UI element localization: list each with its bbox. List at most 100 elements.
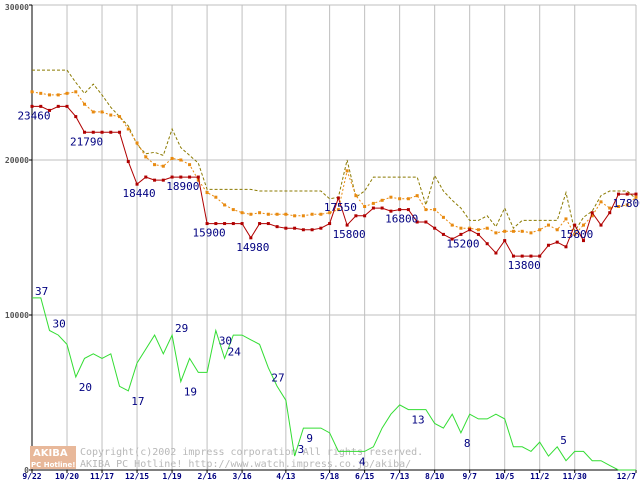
point-lowest — [371, 206, 375, 210]
data-label-shops: 30 — [53, 318, 66, 331]
point-lowest — [529, 254, 533, 258]
x-tick-label: 9/22 — [22, 472, 41, 480]
point-average — [599, 200, 603, 204]
point-average — [30, 90, 34, 94]
point-lowest — [56, 104, 60, 108]
point-average — [319, 212, 323, 216]
point-average — [634, 195, 638, 199]
point-lowest — [555, 240, 559, 244]
point-lowest — [118, 130, 122, 134]
point-average — [511, 229, 515, 233]
point-lowest — [363, 214, 367, 218]
series-line-lowest — [32, 105, 636, 257]
point-average — [231, 208, 235, 212]
data-label-shops: 24 — [228, 345, 242, 358]
x-tick-label: 11/30 — [563, 472, 587, 480]
point-lowest — [135, 182, 139, 186]
point-average — [284, 212, 288, 216]
data-label-price: 13800 — [508, 259, 541, 272]
point-lowest — [608, 211, 612, 215]
copyright-line-2: AKIBA PC Hotline! http://www.watch.impre… — [80, 459, 411, 470]
point-average — [345, 169, 349, 173]
point-lowest — [179, 175, 183, 179]
data-label-shops: 13 — [411, 414, 424, 427]
point-average — [564, 217, 568, 221]
point-lowest — [511, 254, 515, 258]
point-average — [196, 178, 200, 182]
data-label-price: 16800 — [385, 213, 418, 226]
data-label-shops: 8 — [464, 437, 471, 450]
point-average — [380, 198, 384, 202]
x-tick-label: 1/19 — [162, 472, 181, 480]
point-average — [74, 90, 78, 94]
data-label-price: 17550 — [324, 201, 357, 214]
x-tick-label: 12/15 — [125, 472, 149, 480]
point-lowest — [468, 228, 472, 232]
data-label-shops: 19 — [184, 386, 197, 399]
x-tick-label: 9/7 — [462, 472, 477, 480]
point-lowest — [205, 222, 209, 226]
point-average — [336, 208, 340, 212]
x-tick-label: 10/20 — [55, 472, 79, 480]
y-axis-ticks: 30000 20000 10000 0 — [5, 3, 32, 475]
point-average — [424, 208, 428, 212]
point-average — [126, 127, 130, 131]
data-label-shops: 30 — [219, 335, 232, 348]
x-tick-label: 11/2 — [530, 472, 549, 480]
point-average — [135, 141, 139, 145]
point-average — [258, 211, 262, 215]
point-lowest — [293, 226, 297, 230]
copyright-line-1: Copyright(c)2002 impress corporation All… — [80, 447, 423, 458]
point-lowest — [599, 223, 603, 227]
point-lowest — [196, 175, 200, 179]
point-average — [529, 231, 533, 235]
point-lowest — [258, 222, 262, 226]
point-average — [590, 214, 594, 218]
point-lowest — [520, 254, 524, 258]
point-lowest — [301, 228, 305, 232]
point-lowest — [319, 226, 323, 230]
series-layer — [30, 69, 638, 471]
akiba-logo-bottom-bg — [30, 458, 76, 469]
point-average — [240, 211, 244, 215]
point-average — [153, 163, 157, 167]
point-average — [109, 113, 113, 117]
data-label-shops: 4 — [359, 455, 366, 468]
point-lowest — [590, 211, 594, 215]
point-lowest — [91, 130, 95, 134]
point-average — [214, 195, 218, 199]
point-average — [371, 201, 375, 205]
point-lowest — [109, 130, 113, 134]
data-label-price: 17800 — [613, 197, 640, 210]
data-label-price: 14980 — [236, 241, 269, 254]
point-average — [354, 194, 358, 198]
point-average — [293, 214, 297, 218]
point-average — [494, 231, 498, 235]
footer-watermark: AKIBA PC Hotline! Copyright(c)2002 impre… — [30, 446, 423, 470]
point-lowest — [126, 160, 130, 164]
point-average — [188, 163, 192, 167]
point-lowest — [223, 222, 227, 226]
point-lowest — [328, 222, 332, 226]
point-average — [363, 205, 367, 208]
point-lowest — [345, 223, 349, 227]
data-label-shops: 5 — [560, 434, 567, 447]
point-average — [310, 212, 314, 216]
point-average — [118, 115, 122, 119]
x-axis-ticks: 9/22 10/20 11/17 12/15 1/19 2/16 3/16 4/13 5/18 6… — [22, 470, 637, 480]
point-lowest — [494, 251, 498, 255]
y-tick-label: 10000 — [5, 311, 29, 320]
point-lowest — [310, 228, 314, 232]
point-lowest — [538, 254, 542, 258]
point-lowest — [354, 214, 358, 218]
y-tick-label: 0 — [24, 466, 29, 475]
point-average — [485, 226, 489, 230]
point-average — [538, 228, 542, 232]
point-lowest — [441, 232, 445, 236]
point-average — [520, 229, 524, 233]
data-label-shops: 37 — [35, 285, 48, 298]
axes — [31, 5, 636, 471]
data-label-price: 18900 — [166, 180, 199, 193]
point-average — [144, 155, 148, 159]
point-lowest — [284, 226, 288, 230]
